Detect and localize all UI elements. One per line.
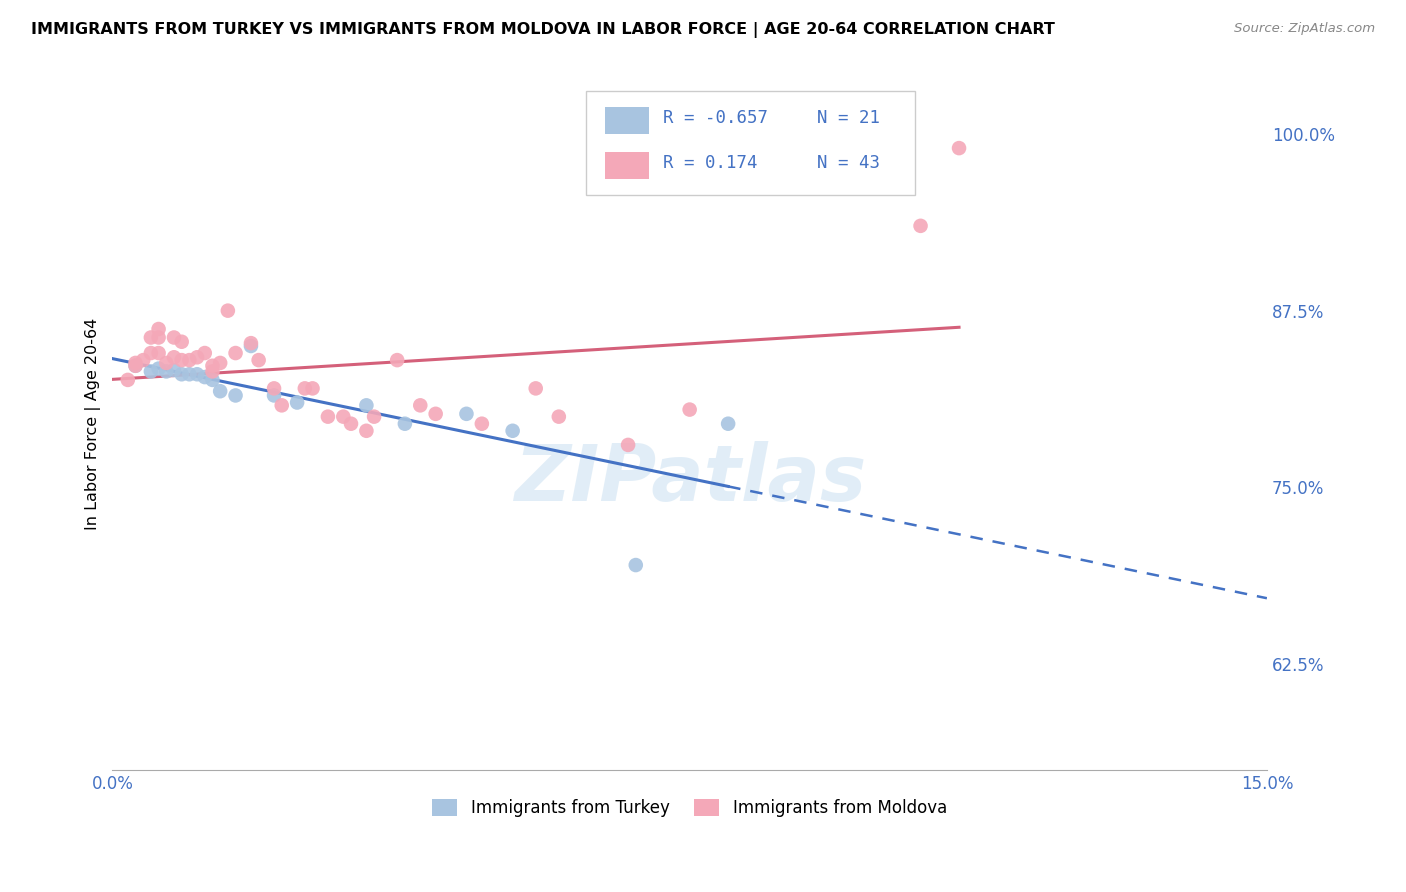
Point: [139, 364, 162, 378]
Text: R = 0.174: R = 0.174: [664, 154, 758, 172]
Point: [170, 334, 193, 349]
Text: Source: ZipAtlas.com: Source: ZipAtlas.com: [1234, 22, 1375, 36]
Point: [179, 368, 201, 382]
Point: [148, 346, 170, 360]
Point: [356, 424, 378, 438]
Point: [139, 330, 162, 344]
Point: [471, 417, 494, 431]
Point: [425, 407, 447, 421]
Point: [201, 364, 224, 378]
Point: [225, 346, 247, 360]
Point: [301, 381, 323, 395]
FancyBboxPatch shape: [606, 153, 650, 178]
Point: [155, 364, 177, 378]
Point: [201, 373, 224, 387]
Point: [163, 351, 186, 365]
Point: [332, 409, 354, 424]
Point: [524, 381, 547, 395]
Point: [263, 388, 285, 402]
Point: [340, 417, 363, 431]
Legend: Immigrants from Turkey, Immigrants from Moldova: Immigrants from Turkey, Immigrants from …: [426, 792, 953, 824]
Point: [201, 359, 224, 373]
Point: [679, 402, 702, 417]
Point: [247, 353, 270, 368]
Point: [194, 346, 217, 360]
Point: [624, 558, 647, 572]
Point: [155, 356, 177, 370]
Point: [170, 353, 193, 368]
Point: [124, 359, 146, 373]
Point: [270, 398, 292, 412]
FancyBboxPatch shape: [606, 107, 650, 134]
Point: [124, 359, 146, 373]
Point: [225, 388, 247, 402]
Point: [132, 353, 155, 368]
Point: [356, 398, 378, 412]
Point: [194, 370, 217, 384]
Point: [139, 346, 162, 360]
Point: [948, 141, 970, 155]
Point: [217, 303, 239, 318]
Point: [209, 356, 232, 370]
Point: [394, 417, 416, 431]
Point: [148, 322, 170, 336]
Point: [124, 356, 146, 370]
Point: [239, 336, 262, 351]
Point: [363, 409, 385, 424]
Point: [117, 373, 139, 387]
Point: [316, 409, 339, 424]
Text: ZIPatlas: ZIPatlas: [513, 442, 866, 517]
Text: R = -0.657: R = -0.657: [664, 110, 768, 128]
Point: [294, 381, 316, 395]
Text: IMMIGRANTS FROM TURKEY VS IMMIGRANTS FROM MOLDOVA IN LABOR FORCE | AGE 20-64 COR: IMMIGRANTS FROM TURKEY VS IMMIGRANTS FRO…: [31, 22, 1054, 38]
Point: [186, 368, 208, 382]
Point: [910, 219, 932, 233]
Point: [502, 424, 524, 438]
FancyBboxPatch shape: [586, 91, 915, 195]
Point: [717, 417, 740, 431]
Point: [170, 368, 193, 382]
Point: [456, 407, 478, 421]
Point: [148, 330, 170, 344]
Text: N = 21: N = 21: [817, 110, 880, 128]
Point: [239, 339, 262, 353]
Point: [179, 353, 201, 368]
Point: [409, 398, 432, 412]
Point: [148, 361, 170, 376]
Point: [385, 353, 408, 368]
Point: [547, 409, 569, 424]
Point: [186, 351, 208, 365]
Point: [163, 363, 186, 377]
Point: [285, 395, 308, 409]
Point: [209, 384, 232, 399]
Point: [263, 381, 285, 395]
Text: N = 43: N = 43: [817, 154, 880, 172]
Y-axis label: In Labor Force | Age 20-64: In Labor Force | Age 20-64: [86, 318, 101, 530]
Point: [163, 330, 186, 344]
Point: [617, 438, 640, 452]
